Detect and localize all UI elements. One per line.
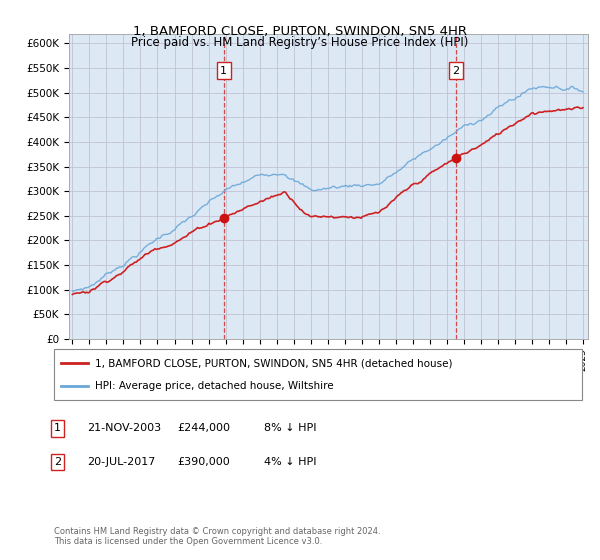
Text: HPI: Average price, detached house, Wiltshire: HPI: Average price, detached house, Wilt… xyxy=(95,381,334,391)
Text: 21-NOV-2003: 21-NOV-2003 xyxy=(87,423,161,433)
Text: 20-JUL-2017: 20-JUL-2017 xyxy=(87,457,155,467)
Text: 1, BAMFORD CLOSE, PURTON, SWINDON, SN5 4HR (detached house): 1, BAMFORD CLOSE, PURTON, SWINDON, SN5 4… xyxy=(95,358,453,368)
Text: 4% ↓ HPI: 4% ↓ HPI xyxy=(264,457,317,467)
Text: 2: 2 xyxy=(452,66,460,76)
Text: 1: 1 xyxy=(54,423,61,433)
Text: 8% ↓ HPI: 8% ↓ HPI xyxy=(264,423,317,433)
Text: 1: 1 xyxy=(220,66,227,76)
Text: Price paid vs. HM Land Registry’s House Price Index (HPI): Price paid vs. HM Land Registry’s House … xyxy=(131,36,469,49)
Text: 2: 2 xyxy=(54,457,61,467)
Text: £244,000: £244,000 xyxy=(177,423,230,433)
Text: £390,000: £390,000 xyxy=(177,457,230,467)
Text: Contains HM Land Registry data © Crown copyright and database right 2024.
This d: Contains HM Land Registry data © Crown c… xyxy=(54,526,380,546)
Text: 1, BAMFORD CLOSE, PURTON, SWINDON, SN5 4HR: 1, BAMFORD CLOSE, PURTON, SWINDON, SN5 4… xyxy=(133,25,467,38)
